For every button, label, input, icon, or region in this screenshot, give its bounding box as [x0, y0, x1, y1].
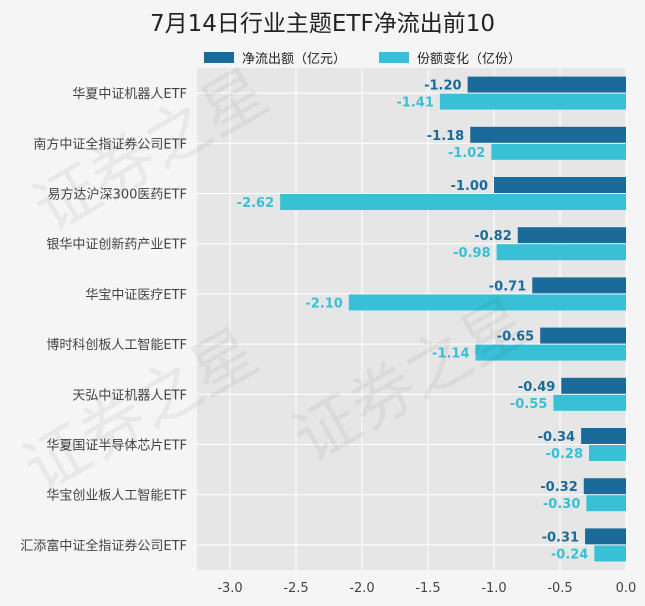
bar-net-outflow	[494, 177, 626, 193]
data-label-net-outflow: -1.20	[424, 79, 461, 94]
bar-share-change	[348, 294, 626, 311]
bar-share-change	[589, 445, 626, 461]
legend: 净流出额（亿元） 份额变化（亿份）	[0, 48, 645, 68]
category-label: 华夏中证机器人ETF	[72, 87, 187, 102]
data-label-share-change: -1.41	[396, 96, 433, 111]
x-tick-label: -1.5	[415, 581, 440, 596]
bar-share-change	[475, 344, 626, 361]
data-label-net-outflow: -0.32	[540, 480, 577, 495]
bar-net-outflow	[532, 277, 626, 294]
data-label-share-change: -2.10	[305, 296, 342, 311]
category-label: 汇添富中证全指证券公司ETF	[20, 538, 187, 554]
data-label-share-change: -0.55	[510, 397, 547, 412]
bar-share-change	[439, 93, 626, 110]
category-label: 银华中证创新药产业ETF	[46, 237, 187, 253]
data-label-net-outflow: -0.71	[489, 279, 526, 294]
legend-item-net-outflow: 净流出额（亿元）	[204, 48, 346, 67]
bar-net-outflow	[467, 76, 626, 93]
category-label: 易方达沪深300医药ETF	[48, 187, 187, 203]
data-label-net-outflow: -1.18	[427, 129, 464, 144]
data-label-net-outflow: -0.49	[518, 380, 555, 395]
data-label-net-outflow: -0.82	[474, 229, 511, 244]
bar-net-outflow	[583, 478, 626, 495]
data-label-share-change: -0.98	[453, 246, 490, 261]
data-label-net-outflow: -0.31	[542, 530, 579, 545]
data-label-share-change: -1.14	[432, 347, 469, 362]
x-tick-label: -0.5	[547, 581, 572, 596]
legend-label-net-outflow: 净流出额（亿元）	[242, 52, 347, 67]
bar-share-change	[586, 495, 626, 512]
category-label: 华夏国证半导体芯片ETF	[46, 439, 187, 454]
x-tick-label: -1.0	[481, 581, 506, 596]
data-label-net-outflow: -0.34	[538, 430, 575, 445]
legend-label-share-change: 份额变化（亿份）	[417, 52, 522, 67]
bar-share-change	[496, 244, 626, 261]
bar-share-change	[280, 194, 626, 210]
data-label-share-change: -0.24	[551, 547, 588, 562]
chart-title: 7月14日行业主题ETF净流出前10	[150, 11, 495, 37]
bar-share-change	[491, 143, 626, 160]
data-label-net-outflow: -0.65	[497, 330, 534, 345]
x-tick-label: -2.0	[349, 581, 374, 596]
bar-net-outflow	[470, 126, 626, 143]
legend-swatch-net-outflow	[204, 52, 234, 63]
bar-net-outflow	[585, 528, 626, 545]
bar-net-outflow	[540, 327, 626, 344]
bar-net-outflow	[517, 227, 626, 244]
category-label: 天弘中证机器人ETF	[72, 388, 187, 403]
bar-share-change	[594, 545, 626, 562]
x-tick-label: 0.0	[616, 581, 637, 596]
bar-net-outflow	[581, 428, 626, 444]
category-label: 博时科创板人工智能ETF	[46, 338, 187, 353]
category-label: 华宝创业板人工智能ETF	[46, 489, 187, 504]
data-label-share-change: -2.62	[237, 196, 274, 211]
bar-net-outflow	[561, 377, 626, 394]
legend-item-share-change: 份额变化（亿份）	[379, 48, 521, 67]
x-tick-label: -2.5	[283, 581, 308, 596]
data-label-share-change: -0.30	[543, 497, 580, 512]
legend-swatch-share-change	[379, 52, 409, 63]
data-label-net-outflow: -1.00	[451, 179, 488, 194]
category-label: 南方中证全指证券公司ETF	[33, 136, 187, 152]
data-label-share-change: -0.28	[546, 447, 583, 462]
bar-share-change	[553, 394, 626, 411]
x-tick-label: -3.0	[217, 581, 242, 596]
category-label: 华宝中证医疗ETF	[85, 288, 187, 303]
data-label-share-change: -1.02	[448, 146, 485, 161]
